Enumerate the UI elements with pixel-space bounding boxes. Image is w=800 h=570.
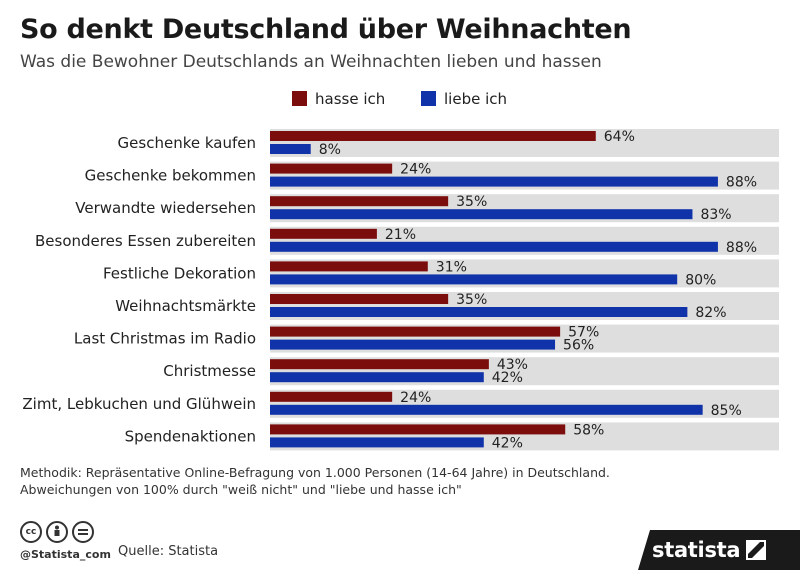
value-label: 24% <box>400 162 431 178</box>
value-label: 21% <box>385 227 416 243</box>
value-label: 42% <box>492 435 523 451</box>
statista-logo-icon <box>746 540 767 560</box>
category-label: Geschenke bekommen <box>85 167 256 185</box>
value-label: 42% <box>492 370 523 386</box>
value-label: 56% <box>563 338 594 354</box>
legend-label: liebe ich <box>444 90 507 108</box>
value-label: 85% <box>711 403 742 419</box>
bar-hate <box>270 261 428 272</box>
source-label: Quelle: Statista <box>118 544 219 559</box>
value-label: 57% <box>568 325 599 341</box>
bar-hate <box>270 359 489 370</box>
bar-hate <box>270 294 449 304</box>
statista-logo: statista <box>638 530 800 570</box>
chart-title: So denkt Deutschland über Weihnachten <box>20 14 632 45</box>
bar-love <box>270 209 693 220</box>
value-label: 64% <box>604 129 635 145</box>
category-label: Festliche Dekoration <box>103 264 256 282</box>
category-label: Zimt, Lebkuchen und Glühwein <box>22 395 256 413</box>
bar-hate <box>270 131 596 141</box>
bar-chart: hasse ich liebe ich Geschenke kaufen 64% 8% G… <box>22 90 779 451</box>
category-label: Spendenaktionen <box>125 427 256 445</box>
value-label: 80% <box>685 272 716 288</box>
value-label: 88% <box>726 175 757 191</box>
category-label: Last Christmas im Radio <box>74 330 256 348</box>
category-label: Besonderes Essen zubereiten <box>35 232 256 250</box>
value-label: 43% <box>497 357 528 373</box>
bar-hate <box>270 424 566 435</box>
bar-hate <box>270 196 449 207</box>
value-label: 83% <box>700 207 731 223</box>
value-label: 35% <box>456 194 487 210</box>
legend-swatch <box>292 91 307 106</box>
category-label: Verwandte wiedersehen <box>75 199 256 217</box>
value-label: 8% <box>319 142 341 158</box>
legend-swatch <box>421 91 436 106</box>
bar-hate <box>270 163 393 174</box>
bar-hate <box>270 391 393 402</box>
bar-love <box>270 307 688 317</box>
value-label: 31% <box>436 259 467 275</box>
bar-love <box>270 404 703 415</box>
category-label: Weihnachtsmärkte <box>115 297 256 315</box>
bar-love <box>270 274 678 285</box>
bar-hate <box>270 228 377 239</box>
nd-icon <box>72 521 94 543</box>
bar-hate <box>270 326 561 337</box>
chart-subtitle: Was die Bewohner Deutschlands an Weihnac… <box>20 52 602 72</box>
methodology-line-1: Methodik: Repräsentative Online-Befragun… <box>20 465 610 480</box>
bar-love <box>270 241 718 252</box>
bar-love <box>270 176 718 187</box>
value-label: 58% <box>573 422 604 438</box>
value-label: 35% <box>456 292 487 308</box>
brand-name: statista <box>652 538 741 562</box>
value-label: 88% <box>726 240 757 256</box>
bar-love <box>270 339 556 350</box>
bar-love <box>270 437 484 448</box>
methodology-note: Methodik: Repräsentative Online-Befragun… <box>20 464 610 498</box>
legend-label: hasse ich <box>315 90 385 108</box>
license-icons: cc <box>20 521 94 543</box>
category-label: Geschenke kaufen <box>118 134 256 152</box>
twitter-handle: @Statista_com <box>20 548 111 561</box>
value-label: 24% <box>400 390 431 406</box>
methodology-line-2: Abweichungen von 100% durch "weiß nicht"… <box>20 482 462 497</box>
bar-love <box>270 144 311 154</box>
bar-love <box>270 372 484 383</box>
category-label: Christmesse <box>163 362 256 380</box>
by-icon <box>46 521 68 543</box>
value-label: 82% <box>695 305 726 321</box>
cc-icon: cc <box>20 521 42 543</box>
